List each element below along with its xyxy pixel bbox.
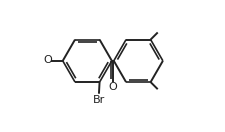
- Text: O: O: [43, 55, 52, 65]
- Text: Br: Br: [93, 95, 105, 105]
- Text: O: O: [108, 82, 117, 92]
